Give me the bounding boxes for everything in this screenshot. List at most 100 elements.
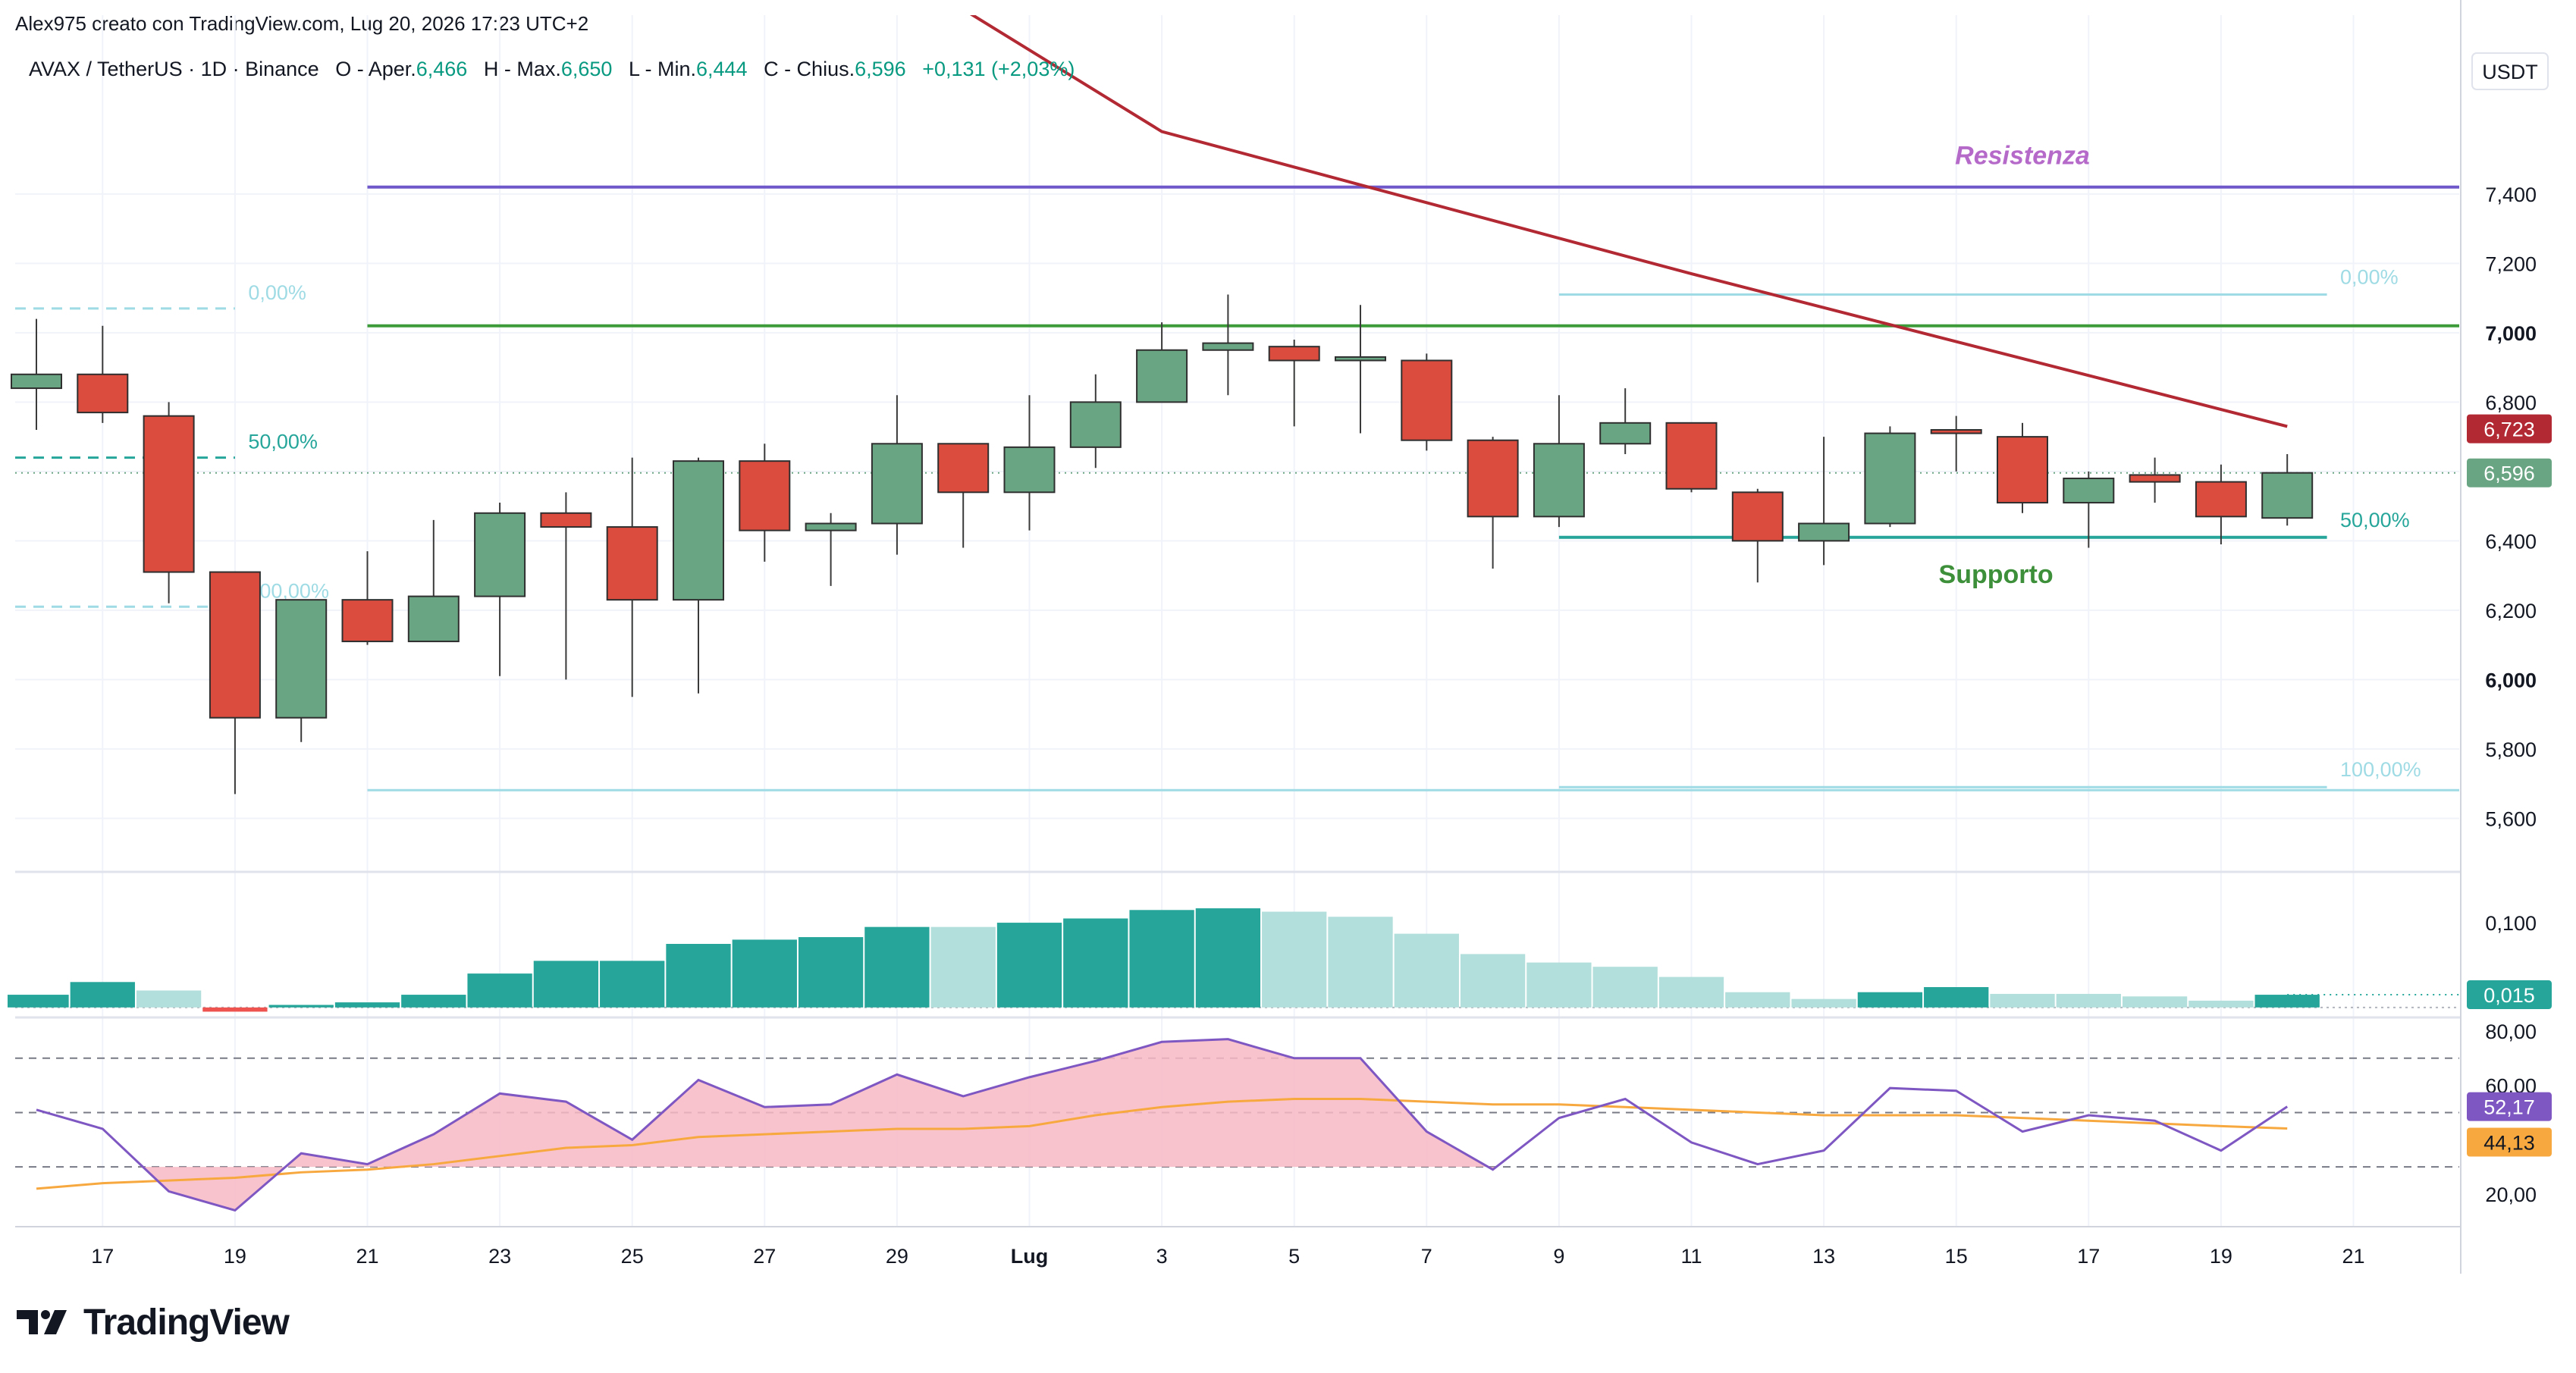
volume-bar[interactable] [1990, 993, 2055, 1008]
candle-body[interactable] [1533, 443, 1585, 518]
candle-body[interactable] [77, 373, 129, 414]
volume-bar[interactable] [268, 1005, 334, 1008]
candle-body[interactable] [2261, 472, 2314, 519]
volume-bar[interactable] [136, 990, 202, 1008]
legend-open-label: O - Aper. [335, 58, 416, 80]
volume-bar[interactable] [533, 961, 599, 1008]
volume-bar[interactable] [1791, 998, 1856, 1008]
candle-body[interactable] [937, 443, 990, 494]
price-tick-label: 6,400 [2485, 530, 2537, 553]
volume-bar[interactable] [930, 926, 996, 1008]
candle-body[interactable] [1069, 401, 1122, 448]
time-tick-label: 7 [1421, 1245, 1432, 1268]
trendline[interactable] [897, 0, 2288, 428]
legend-high-label: H - Max. [483, 58, 561, 80]
volume-bar[interactable] [4, 995, 69, 1008]
time-tick-label: 3 [1156, 1245, 1168, 1268]
candle-body[interactable] [2063, 478, 2115, 504]
candle-body[interactable] [1467, 439, 1519, 518]
candle-body[interactable] [1003, 446, 1056, 494]
candle-body[interactable] [606, 526, 658, 601]
volume-bar[interactable] [732, 939, 797, 1008]
volume-bar[interactable] [334, 1002, 400, 1008]
candle-body[interactable] [1798, 522, 1850, 542]
volume-bar[interactable] [1592, 967, 1658, 1008]
currency-button[interactable] [2471, 52, 2549, 90]
volume-bar[interactable] [996, 923, 1062, 1008]
candle-body[interactable] [1599, 422, 1652, 445]
price-tick-label: 5,800 [2485, 738, 2537, 761]
candle-body[interactable] [1665, 422, 1718, 490]
volume-bar[interactable] [864, 926, 930, 1008]
volume-bar[interactable] [1063, 918, 1128, 1008]
volume-bar[interactable] [2122, 996, 2188, 1008]
volume-bar[interactable] [1725, 992, 1790, 1008]
volume-bar[interactable] [1262, 911, 1327, 1008]
candle-body[interactable] [11, 373, 62, 390]
volume-bar[interactable] [2189, 1000, 2254, 1008]
tradingview-brand[interactable]: TradingView [17, 1299, 290, 1345]
candle-body[interactable] [1401, 359, 1453, 441]
candle-body[interactable] [1268, 346, 1320, 362]
candle-body[interactable] [2195, 481, 2247, 518]
candle-body[interactable] [1136, 349, 1188, 403]
volume-bar[interactable] [1526, 962, 1592, 1008]
legend-symbol: AVAX / TetherUS · 1D · Binance [29, 58, 319, 80]
price-tick-label: 7,200 [2485, 252, 2537, 275]
candle-body[interactable] [805, 522, 857, 531]
candle-body[interactable] [1335, 356, 1386, 362]
rsi-line[interactable] [36, 1038, 2289, 1212]
time-tick-label: 25 [621, 1245, 644, 1268]
legend-high-value: 6,650 [560, 58, 613, 80]
volume-bar[interactable] [1857, 992, 1923, 1008]
candle-body[interactable] [1997, 436, 2048, 504]
volume-bar[interactable] [1129, 910, 1194, 1008]
rsi-value-badge [2467, 1092, 2552, 1121]
candle-body[interactable] [341, 599, 394, 643]
trendline-price-badge [2467, 414, 2552, 444]
price-tick-label: 7,000 [2485, 322, 2537, 345]
candle-body[interactable] [143, 415, 195, 573]
candle-body[interactable] [209, 571, 261, 719]
legend-close-label: C - Chius. [764, 58, 855, 80]
time-tick-label: 5 [1288, 1245, 1300, 1268]
candle-body[interactable] [1930, 428, 1982, 434]
volume-bar[interactable] [798, 937, 864, 1008]
candle-body[interactable] [1864, 432, 1916, 525]
volume-bar[interactable] [1394, 933, 1459, 1008]
candle-body[interactable] [739, 460, 791, 531]
time-tick-label: 27 [753, 1245, 776, 1268]
volume-bar[interactable] [1658, 976, 1724, 1008]
volume-bar[interactable] [467, 973, 532, 1008]
legend-open-value: 6,466 [416, 58, 468, 80]
volume-bar[interactable] [1924, 987, 1989, 1008]
volume-bar[interactable] [1328, 917, 1393, 1008]
volume-bar[interactable] [2056, 993, 2121, 1008]
volume-bar[interactable] [1460, 954, 1526, 1008]
time-tick-label: Lug [1011, 1245, 1048, 1268]
symbol-legend[interactable]: AVAX / TetherUS · 1D · Binance O - Aper.… [29, 58, 1075, 81]
volume-bar[interactable] [600, 961, 665, 1008]
candle-body[interactable] [2129, 474, 2181, 483]
volume-bar[interactable] [2254, 995, 2320, 1008]
candle-body[interactable] [871, 443, 923, 525]
volume-bar[interactable] [202, 1007, 268, 1012]
candle-body[interactable] [275, 599, 328, 719]
fib-left-level-label: 50,00% [248, 431, 318, 453]
volume-bar[interactable] [666, 944, 731, 1008]
volume-bar[interactable] [401, 995, 466, 1008]
legend-low-value: 6,444 [695, 58, 748, 80]
fib-right-level-label: 100,00% [2340, 758, 2421, 781]
volume-bar[interactable] [70, 982, 135, 1008]
volume-bar[interactable] [1195, 908, 1261, 1008]
candle-body[interactable] [407, 595, 460, 643]
candle-body[interactable] [540, 512, 592, 528]
candle-body[interactable] [474, 512, 526, 597]
rsi-ma-line[interactable] [36, 1098, 2288, 1190]
candle-body[interactable] [1731, 491, 1784, 542]
time-tick-label: 9 [1553, 1245, 1564, 1268]
time-tick-label: 11 [1680, 1245, 1702, 1268]
candle-body[interactable] [1202, 342, 1254, 351]
candle-body[interactable] [673, 460, 724, 601]
